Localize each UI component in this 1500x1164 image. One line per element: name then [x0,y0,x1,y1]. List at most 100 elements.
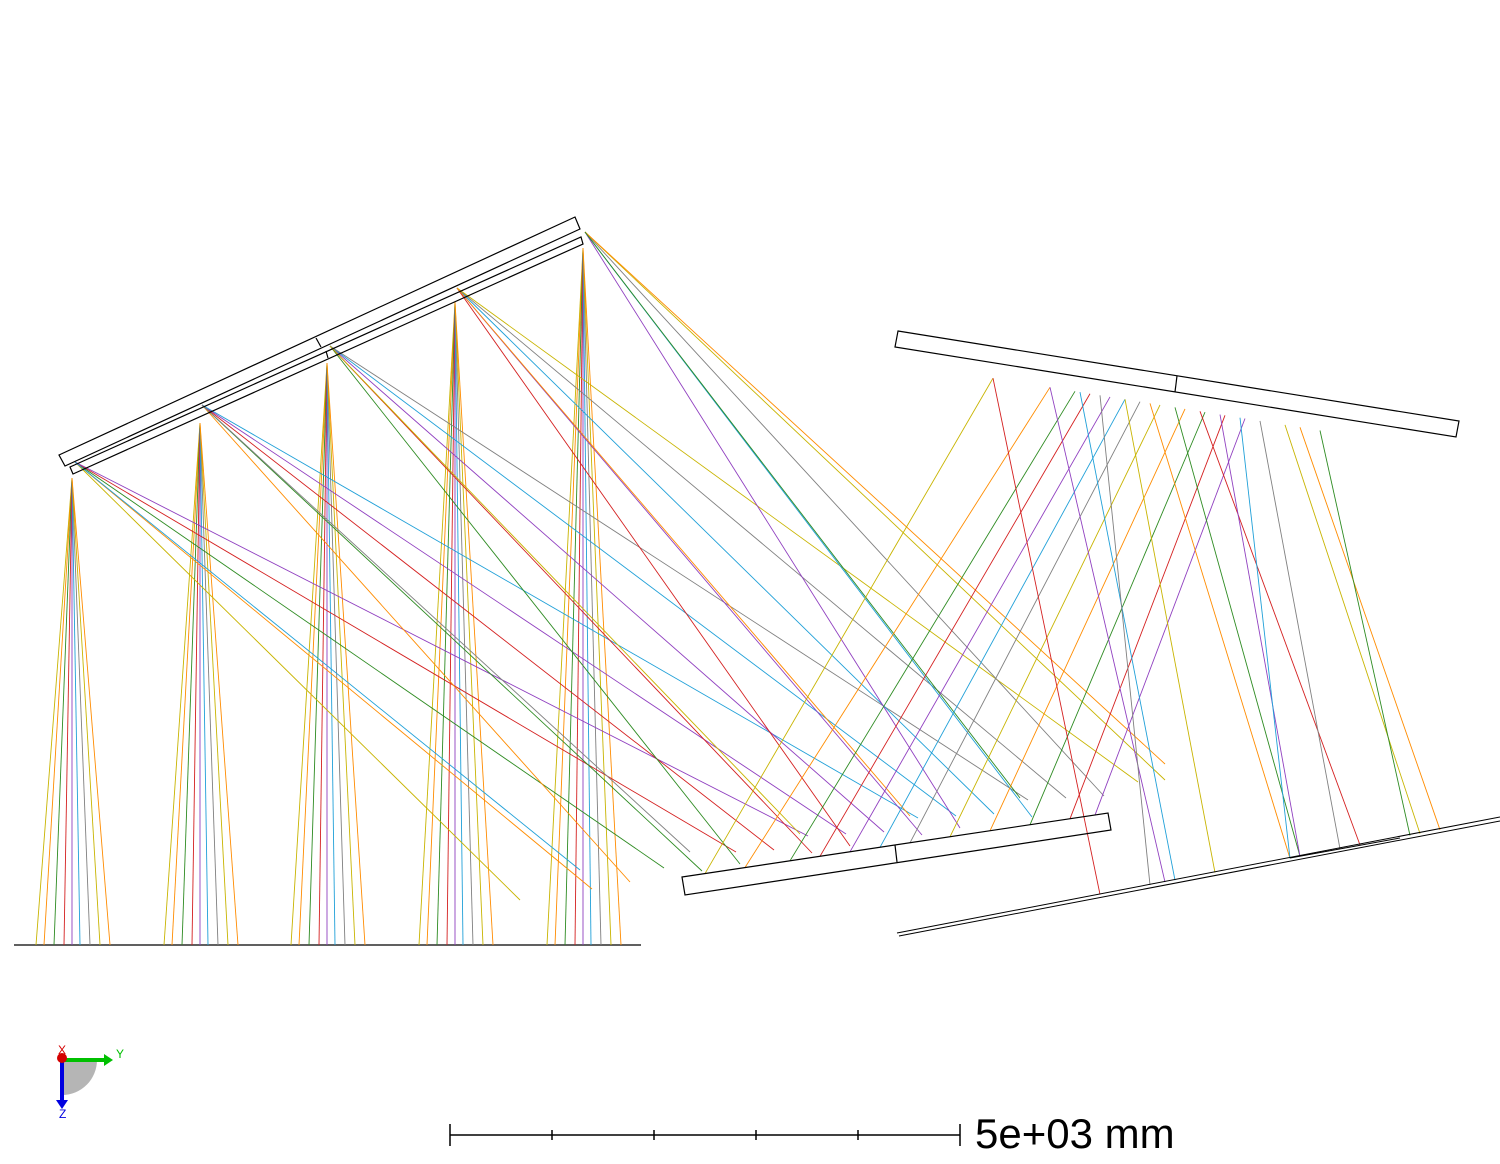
detector-ray [1174,407,1301,857]
detector-ray [1284,424,1421,834]
reflected-ray [456,287,1139,783]
scale-bar [449,1124,961,1146]
detector-ray [1319,430,1411,836]
reflected-ray [201,404,919,819]
fan-ray [199,422,209,946]
fan-ray [326,362,336,946]
reflected-ray [329,345,801,835]
detector-ray [1199,411,1361,846]
cross-ray [789,391,1076,862]
cross-ray [879,399,1126,848]
detector-ray [992,378,1101,895]
fan-ray [290,362,328,946]
detector-ray [1049,387,1166,883]
reflected-ray [201,404,703,872]
reflected-ray [456,287,851,847]
lower-middle-mirror[interactable] [681,812,1112,896]
upper-right-mirror[interactable] [894,330,1460,438]
ray-fan-group [35,231,1441,946]
reflected-ray [584,231,1166,765]
fan-ray [63,477,73,946]
detector-ray [1099,395,1151,885]
fan-ray [163,422,201,946]
reflected-ray [584,231,1021,799]
fan-ray [71,477,81,946]
cross-ray [1029,411,1206,825]
reflected-ray [74,461,593,890]
reflected-ray [456,287,1067,799]
fan-ray [446,301,456,946]
fan-ray [53,477,73,946]
reflected-ray [329,345,957,817]
reflected-ray [74,461,737,853]
fan-ray [582,247,622,946]
cross-ray [819,393,1091,857]
reflected-ray [74,461,581,871]
reflected-ray [584,231,1105,797]
fan-ray [199,422,229,946]
reflected-ray [201,404,631,883]
fan-ray [199,422,219,946]
reflected-ray [329,345,1029,801]
fan-ray [454,301,474,946]
reflected-ray [74,461,521,901]
fan-ray [71,477,101,946]
fan-ray [71,477,111,946]
detector-ray [1299,427,1441,830]
reflected-ray [74,461,665,869]
fan-ray [582,247,612,946]
fan-ray [436,301,456,946]
lower-right-detector [896,816,1500,937]
fan-ray [564,247,584,946]
fan-ray [43,477,73,946]
cross-ray [989,408,1186,831]
cross-ray [744,387,1051,868]
fan-ray [554,247,584,946]
detector-ray [1149,403,1291,859]
fan-ray [574,247,584,946]
axes-triad: X Y Z [56,1043,124,1121]
reflected-ray [456,287,995,815]
reflected-ray [201,404,691,853]
fan-ray [181,422,201,946]
reflected-ray [456,287,911,817]
detector-ray [1219,414,1301,857]
cross-ray [909,401,1141,844]
reflected-ray [201,404,847,835]
fan-ray [582,247,602,946]
detector-ray [1124,399,1216,873]
z-axis-label: Z [59,1107,66,1121]
fan-ray [546,247,584,946]
scale-bar-label: 5e+03 mm [975,1110,1175,1157]
reflected-ray [584,231,961,829]
fan-ray [191,422,201,946]
reflected-ray [201,404,775,851]
y-axis-label: Y [116,1047,124,1061]
reflected-ray [74,461,809,837]
fan-ray [35,477,73,946]
upper-left-mirror[interactable] [58,216,584,475]
fan-ray [199,422,239,946]
reflected-ray [584,231,1166,781]
x-axis-marker [57,1053,67,1063]
cross-ray [704,377,994,874]
fan-ray [326,362,346,946]
fan-ray [326,362,356,946]
fan-ray [71,477,91,946]
reflected-ray [456,287,923,836]
fan-ray [308,362,328,946]
reflected-ray [329,345,885,833]
fan-ray [318,362,328,946]
fan-ray [454,301,484,946]
detector-ray [1239,417,1291,859]
x-axis-label: X [58,1043,66,1057]
reflected-ray [329,345,741,865]
cross-ray [1069,415,1226,819]
fan-ray [582,247,592,946]
cross-ray [949,404,1161,837]
fan-ray [454,301,494,946]
reflected-ray [329,345,813,854]
cross-ray [1094,418,1246,816]
cross-ray [849,396,1111,853]
